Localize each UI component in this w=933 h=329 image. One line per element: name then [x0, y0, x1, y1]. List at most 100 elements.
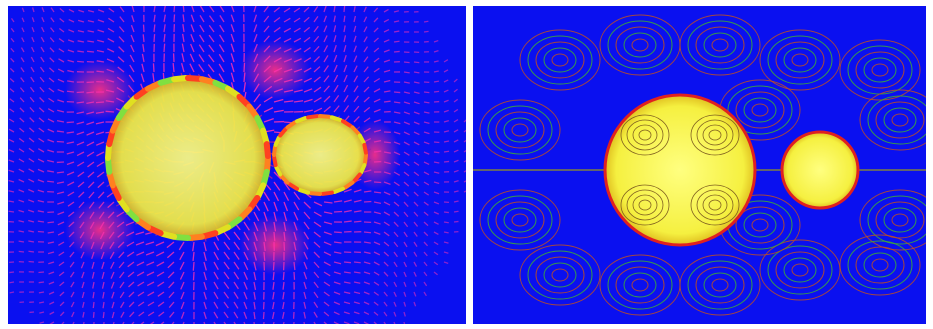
arrow	[424, 21, 428, 22]
arrow	[444, 222, 449, 223]
arrow	[39, 282, 44, 283]
arrow	[354, 262, 361, 263]
arrow	[264, 252, 265, 261]
arrow	[193, 272, 194, 280]
arrow	[424, 102, 429, 103]
arrow	[86, 92, 94, 93]
interface-arrow	[202, 79, 214, 82]
arrow	[9, 282, 14, 283]
arrow	[444, 151, 449, 152]
arrow	[67, 122, 74, 123]
arrow	[294, 272, 295, 280]
arrow	[344, 6, 345, 12]
arrow	[164, 34, 165, 42]
interface-arrow	[274, 157, 275, 165]
arrow	[454, 221, 459, 222]
arrow	[10, 292, 14, 293]
arrow	[48, 222, 54, 223]
arrow	[394, 102, 400, 103]
arrow	[434, 91, 439, 92]
arrow	[67, 91, 74, 92]
arrow	[414, 72, 419, 73]
interface-arrow	[110, 174, 113, 186]
arrow	[173, 63, 174, 72]
arrow	[38, 221, 44, 222]
arrow	[384, 142, 391, 143]
arrow	[374, 151, 381, 152]
arrow	[404, 62, 410, 63]
arrow	[153, 63, 154, 72]
arrow	[244, 63, 245, 72]
interface-arrow	[162, 234, 174, 237]
arrow	[404, 72, 410, 73]
interface-arrow	[332, 117, 341, 120]
figure	[0, 0, 933, 329]
arrow	[294, 262, 295, 270]
arrow	[143, 34, 144, 42]
arrow	[103, 312, 104, 318]
arrow	[96, 102, 104, 103]
interface-arrow	[267, 144, 268, 156]
arrow	[273, 262, 274, 270]
arrow	[19, 251, 24, 252]
arrow	[414, 62, 419, 63]
arrow	[47, 181, 54, 182]
interface-arrow	[190, 237, 202, 238]
arrow	[394, 31, 399, 32]
arrow	[354, 221, 361, 222]
arrow	[28, 251, 34, 252]
arrow	[394, 51, 400, 52]
arrow	[344, 262, 351, 263]
arrow	[154, 34, 155, 42]
interface-arrow	[109, 132, 112, 144]
arrow	[384, 101, 391, 102]
arrow	[424, 31, 429, 32]
arrow	[273, 272, 274, 280]
interface-arrow	[323, 193, 332, 194]
interface-arrow	[300, 190, 309, 193]
arrow	[77, 92, 84, 93]
arrow	[87, 51, 94, 52]
interface-arrow	[320, 116, 329, 117]
interface-arrow	[188, 78, 200, 79]
arrow	[77, 51, 84, 52]
arrow	[96, 71, 104, 72]
arrow	[394, 41, 400, 42]
arrow	[183, 5, 184, 12]
arrow	[154, 24, 155, 32]
arrow	[263, 312, 264, 319]
droplet	[605, 95, 755, 245]
arrow	[103, 302, 104, 308]
arrow	[9, 272, 14, 273]
interface-arrow	[108, 146, 109, 158]
interface-arrow	[267, 158, 268, 170]
arrow	[434, 152, 439, 153]
arrow	[434, 142, 439, 143]
arrow	[38, 231, 44, 232]
arrow	[424, 92, 429, 93]
arrow	[344, 221, 352, 222]
arrow	[254, 322, 255, 329]
arrow	[9, 211, 14, 212]
arrow	[244, 72, 245, 82]
interface-arrow	[176, 237, 188, 238]
arrow	[93, 302, 94, 308]
arrow	[106, 111, 114, 112]
interface-arrow	[161, 80, 173, 83]
interface-arrow	[204, 233, 216, 236]
interface-arrow	[174, 78, 186, 79]
arrow	[454, 211, 459, 212]
arrow	[83, 322, 84, 327]
interface-arrow	[274, 147, 275, 155]
arrow	[374, 192, 381, 193]
arrow	[434, 81, 439, 82]
arrow	[283, 272, 284, 280]
glow	[240, 215, 310, 275]
arrow	[39, 292, 44, 293]
interface-arrow	[108, 160, 109, 172]
arrow	[344, 16, 345, 22]
interface-arrow	[263, 131, 266, 143]
arrow	[274, 232, 275, 241]
arrow	[364, 232, 371, 233]
arrow	[444, 161, 449, 162]
